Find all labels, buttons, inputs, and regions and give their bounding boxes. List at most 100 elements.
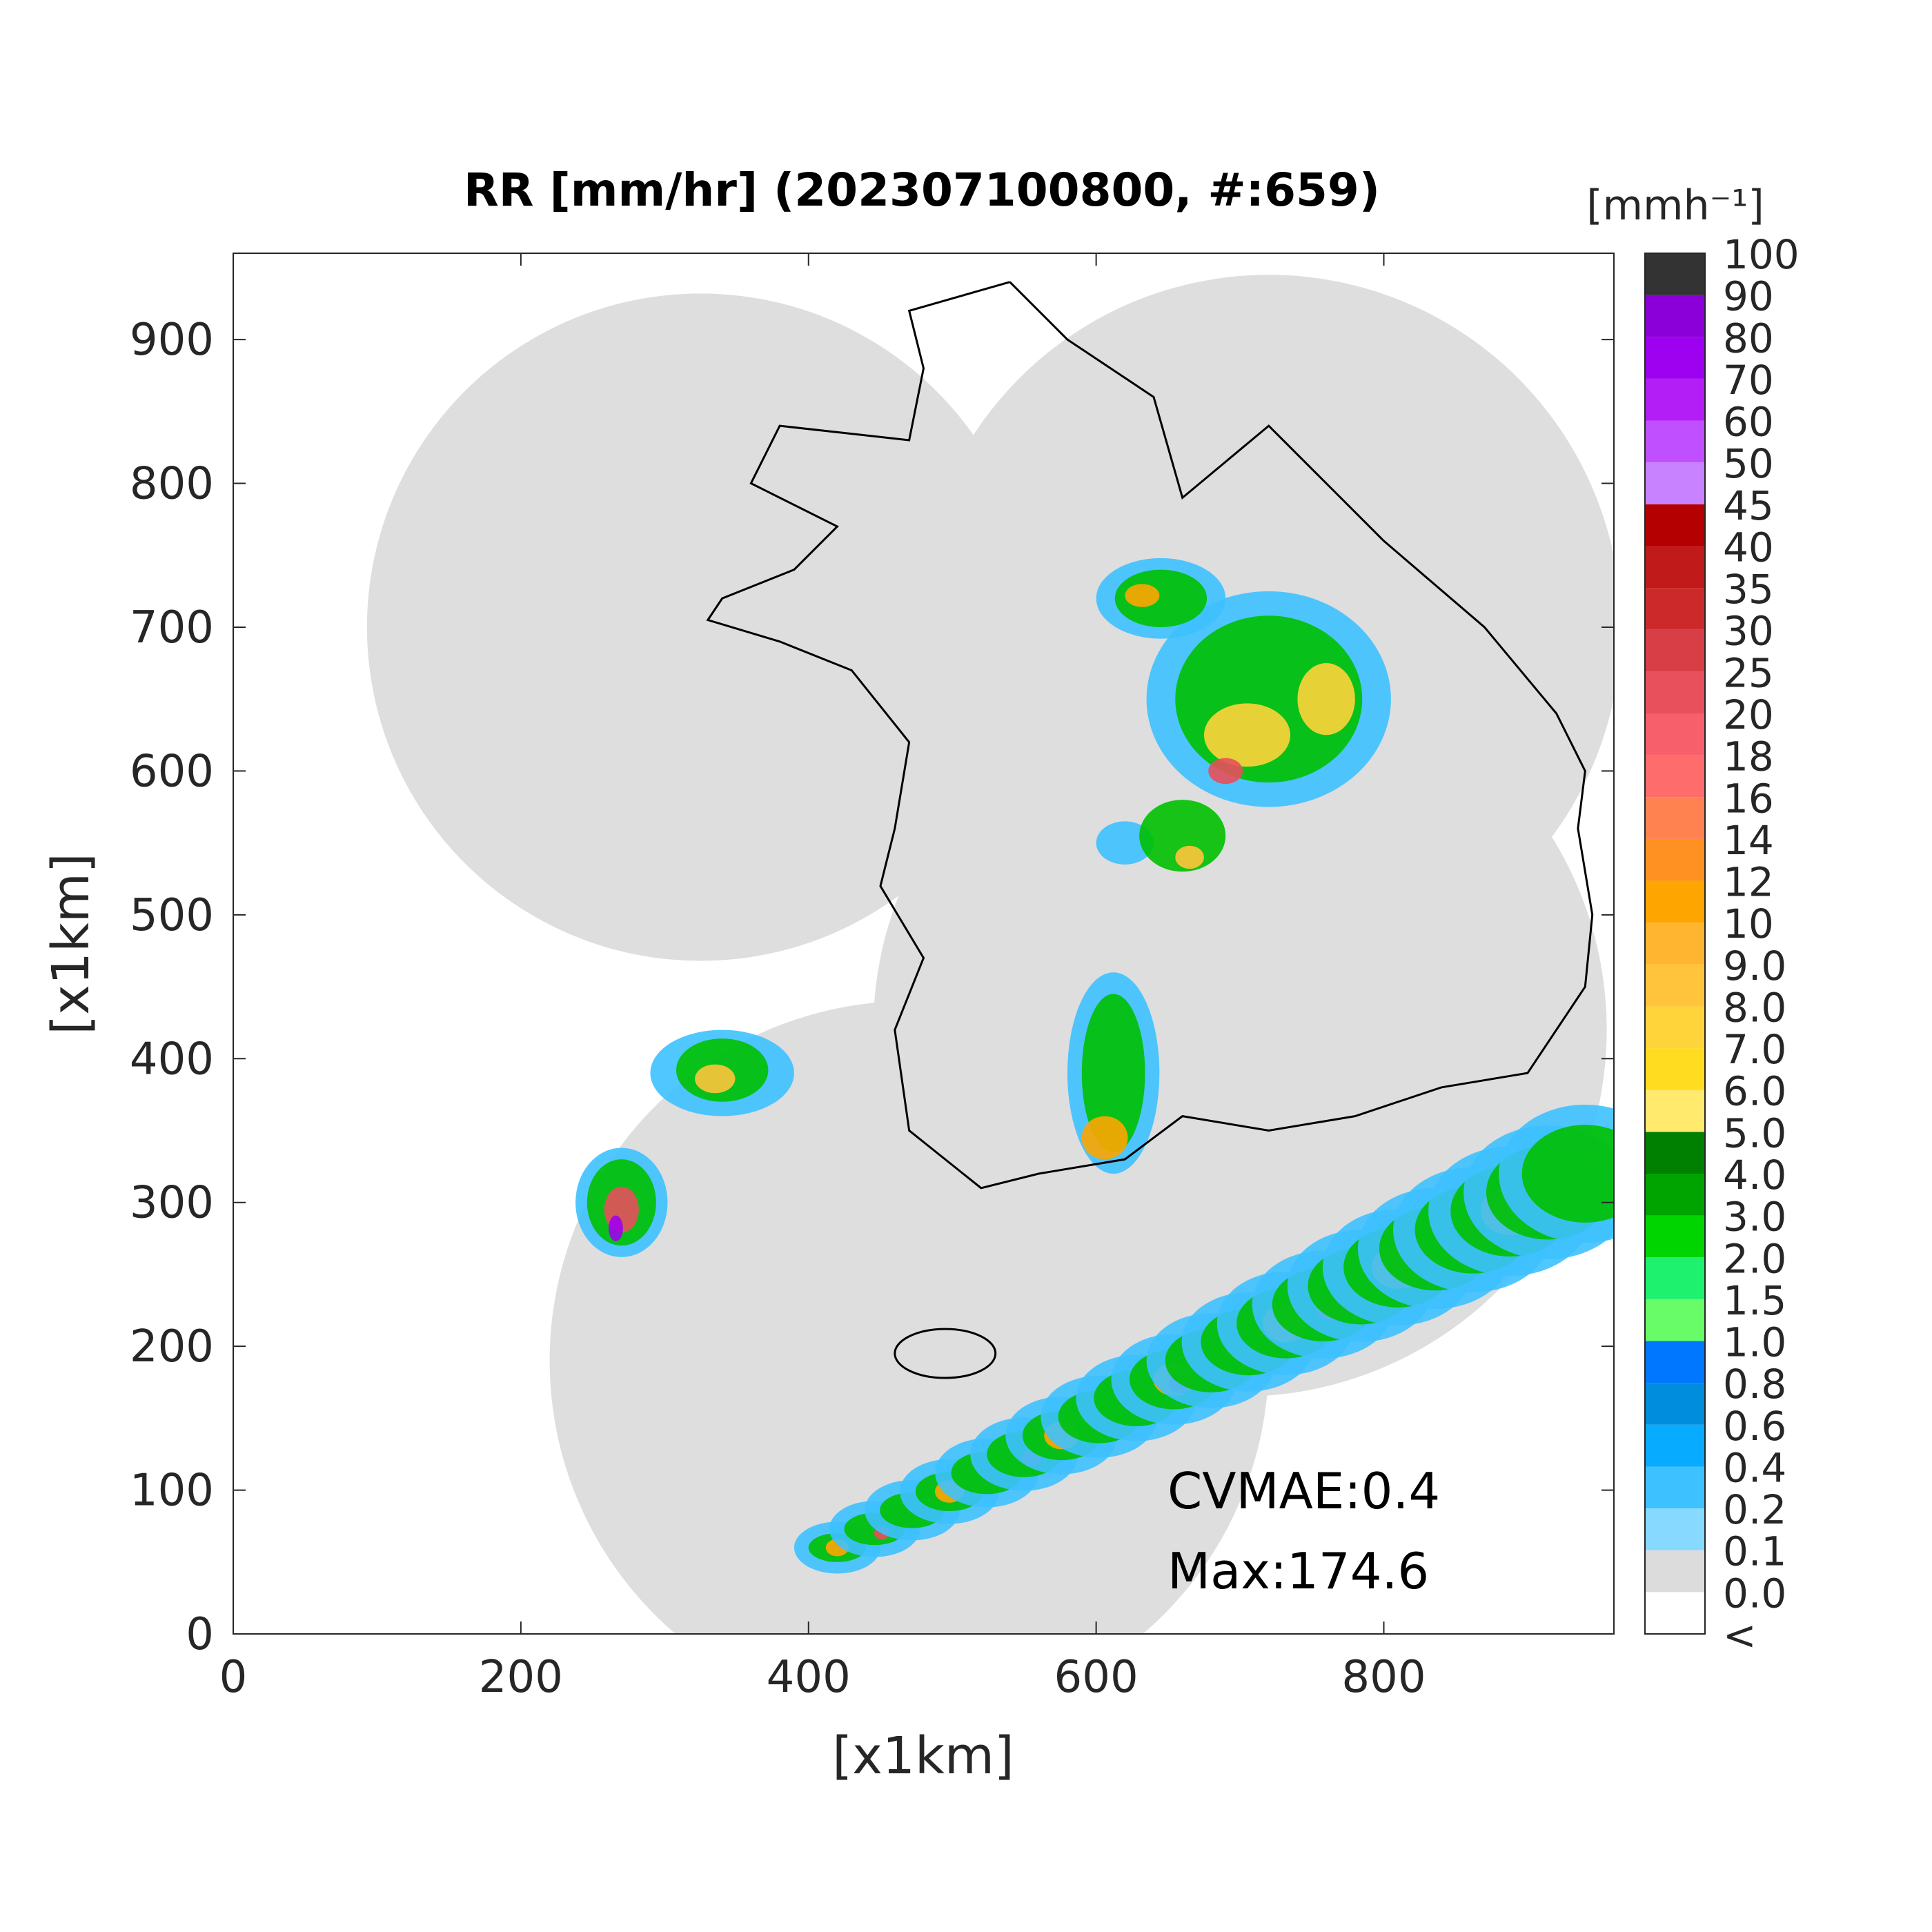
echo [1208,758,1243,785]
echo [1175,845,1204,869]
colorbar-label: 0.0 [1723,1570,1786,1617]
colorbar-segment [1645,1174,1705,1216]
colorbar-segment [1645,713,1705,756]
y-tick-label: 0 [186,1609,214,1660]
chart-title: RR [mm/hr] (202307100800, #:659) [464,164,1380,217]
y-tick-label: 500 [130,890,214,941]
echo [1139,800,1226,872]
colorbar-segment [1645,462,1705,504]
echo [1521,1125,1614,1223]
colorbar-frame [1644,253,1706,1635]
colorbar-label: 8.0 [1723,984,1786,1031]
colorbar-segment [1645,546,1705,589]
colorbar-label: 14 [1723,817,1774,864]
colorbar-segment [1645,504,1705,546]
colorbar-label: 0.6 [1723,1403,1786,1450]
x-tick-label: 0 [219,1652,248,1703]
echo [1114,569,1208,627]
colorbar-segment [1645,295,1705,337]
colorbar-label: 30 [1723,608,1774,655]
colorbar-label: 3.0 [1723,1194,1786,1241]
colorbar-segment [1645,1215,1705,1258]
coverage [366,293,1034,961]
colorbar-label: 45 [1723,482,1774,529]
radar-field [366,275,1614,1634]
annotation: CVMAE:0.4 [1167,1462,1440,1520]
colorbar-segment [1645,1132,1705,1174]
echo [1297,663,1355,736]
colorbar-segment [1645,1090,1705,1132]
y-tick-label: 100 [130,1466,214,1517]
colorbar-segment [1645,671,1705,713]
y-tick-label: 800 [130,459,214,510]
colorbar-label: 25 [1723,649,1774,696]
colorbar-segment [1645,1048,1705,1090]
echo [1096,821,1154,865]
echo [1203,703,1291,767]
colorbar-segment [1645,588,1705,630]
echo [1125,584,1160,607]
coastline [706,281,1594,1190]
colorbar-label: 70 [1723,357,1774,404]
colorbar-label: 2.0 [1723,1235,1786,1282]
colorbar-segment [1645,1341,1705,1383]
x-tick-label: 200 [479,1652,563,1703]
colorbar-segment [1645,1592,1705,1634]
colorbar-segment [1645,923,1705,965]
colorbar-label: 100 [1723,231,1800,278]
colorbar-label: 60 [1723,399,1774,446]
colorbar-segment [1645,253,1705,295]
colorbar-label: 50 [1723,440,1774,487]
colorbar-label: 7.0 [1723,1026,1786,1073]
colorbar-label: 0.4 [1723,1444,1786,1491]
colorbar-segment [1645,838,1705,881]
colorbar-segment [1645,1383,1705,1425]
echo [609,1215,623,1241]
colorbar-segment [1645,755,1705,798]
colorbar-segment [1645,629,1705,672]
colorbar-segment [1645,1466,1705,1509]
colorbar-label: 1.5 [1723,1277,1786,1324]
colorbar-unit: [mmh⁻¹] [1586,181,1764,230]
coastline [894,1328,997,1379]
colorbar-label: 5.0 [1723,1110,1786,1156]
colorbar-label: 10 [1723,900,1774,947]
y-tick-label: 900 [130,315,214,366]
colorbar-label: 12 [1723,859,1774,906]
echo [1081,1116,1128,1160]
x-tick-label: 600 [1054,1652,1138,1703]
colorbar-segment [1645,420,1705,463]
colorbar-label: 40 [1723,524,1774,571]
echo [695,1064,736,1094]
colorbar-label: 4.0 [1723,1152,1786,1199]
colorbar-segment [1645,1006,1705,1049]
y-tick-label: 700 [130,602,214,653]
y-tick-label: 400 [130,1034,214,1085]
y-tick-label: 600 [130,746,214,797]
colorbar-label: 80 [1723,315,1774,362]
colorbar-label: 0.1 [1723,1528,1786,1575]
y-tick-label: 300 [130,1178,214,1229]
colorbar-segment [1645,797,1705,839]
colorbar-label: 16 [1723,775,1774,822]
colorbar-label: 90 [1723,273,1774,320]
colorbar-label: 0.2 [1723,1486,1786,1533]
annotation: Max:174.6 [1167,1542,1429,1600]
colorbar-segment [1645,880,1705,923]
colorbar-label: 35 [1723,566,1774,613]
y-tick-label: 200 [130,1321,214,1372]
colorbar-label: 6.0 [1723,1068,1786,1115]
colorbar-label: 0.8 [1723,1361,1786,1408]
colorbar-label: 9.0 [1723,943,1786,989]
colorbar-segment [1645,1424,1705,1467]
colorbar-segment [1645,1299,1705,1341]
colorbar-segment [1645,1257,1705,1299]
y-axis-label: [x1km] [41,853,101,1035]
x-tick-label: 400 [767,1652,851,1703]
echo [1081,994,1145,1152]
axes-frame [233,253,1615,1635]
x-axis-label: [x1km] [832,1726,1014,1786]
colorbar-label: 20 [1723,691,1774,738]
colorbar-label: 18 [1723,733,1774,780]
